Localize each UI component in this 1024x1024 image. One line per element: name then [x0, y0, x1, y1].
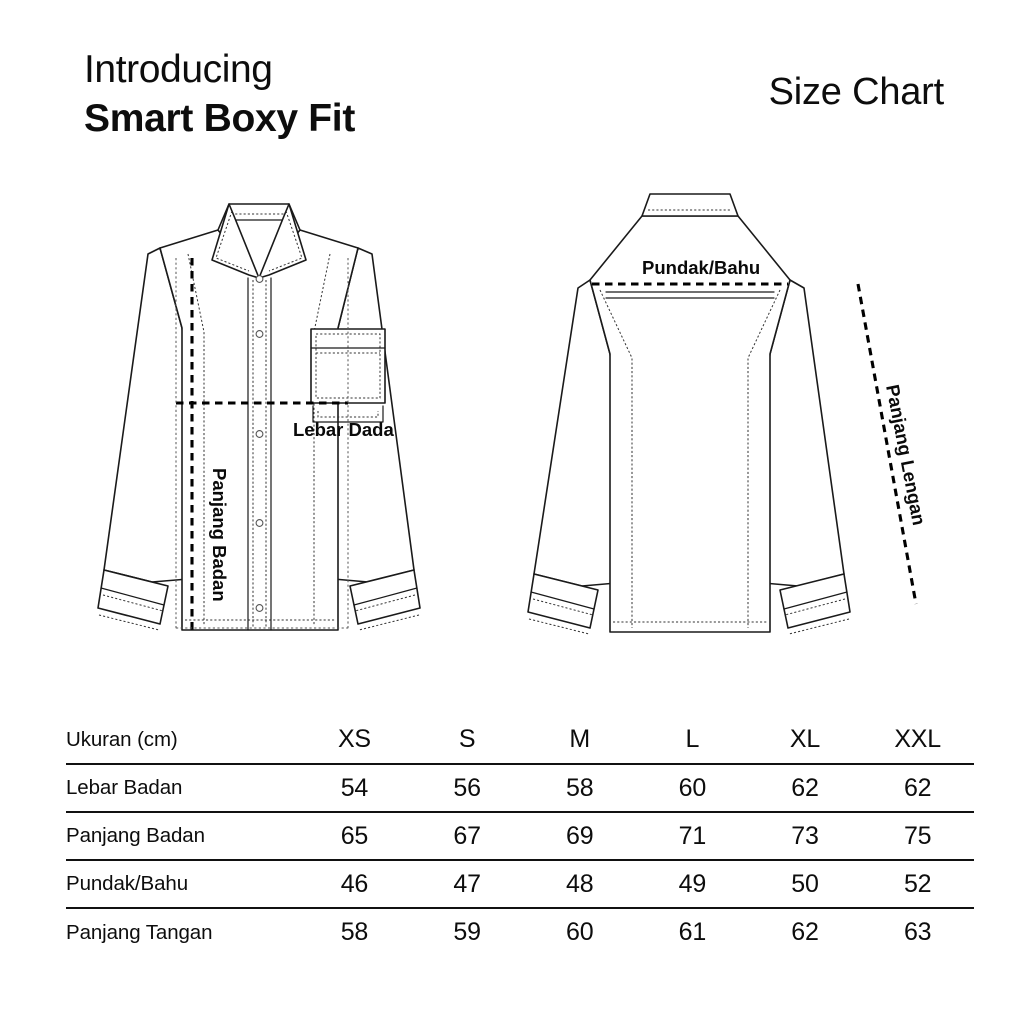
measure-label: Lebar Badan [66, 764, 299, 813]
cell-value: 56 [410, 764, 524, 813]
cell-value: 69 [523, 812, 637, 861]
cell-value: 50 [748, 860, 862, 909]
cell-value: 63 [903, 918, 932, 946]
measure-label: Pundak/Bahu [66, 860, 299, 909]
size-table: Ukuran (cm) XS S M L XL XXL Lebar Badan … [66, 716, 974, 956]
cell-value: 71 [636, 812, 749, 861]
cell-value: 75 [861, 812, 974, 861]
placket-button-4 [255, 604, 264, 612]
front-shirt-technical-drawing: Lebar Dada Panjang Badan [97, 203, 421, 631]
size-chart-heading: Size Chart [768, 71, 945, 113]
label-panjang-badan: Panjang Badan [209, 468, 230, 602]
size-header-s: S [410, 716, 524, 765]
cell-value: 54 [298, 764, 411, 813]
measure-label: Panjang Badan [66, 812, 299, 861]
size-table-container: Ukuran (cm) XS S M L XL XXL Lebar Badan … [66, 716, 974, 956]
table-row: Pundak/Bahu 46 47 48 49 50 52 [66, 860, 974, 909]
product-name-heading: Smart Boxy Fit [84, 97, 356, 140]
measure-label: Panjang Tangan [66, 920, 213, 944]
placket-button-1 [255, 330, 264, 338]
back-shirt-technical-drawing: Pundak/Bahu Panjang Lengan [527, 193, 930, 635]
cell-value: 52 [861, 860, 974, 909]
back-collar-band [641, 193, 739, 217]
table-header-row: Ukuran (cm) XS S M L XL XXL [66, 716, 974, 765]
cell-value: 65 [298, 812, 411, 861]
placket-button-3 [255, 519, 264, 527]
size-header-l: L [636, 716, 749, 765]
table-row: Panjang Badan 65 67 69 71 73 75 [66, 812, 974, 861]
size-header-xxl: XXL [861, 716, 974, 765]
cell-value: 58 [523, 764, 637, 813]
cell-value: 62 [861, 764, 974, 813]
placket-button-2 [255, 430, 264, 438]
cell-value: 47 [410, 860, 524, 909]
label-lebar-dada: Lebar Dada [293, 419, 394, 440]
cell-value: 61 [678, 918, 707, 946]
size-header-m: M [523, 716, 637, 765]
label-pundak-bahu: Pundak/Bahu [642, 257, 760, 278]
cell-value: 67 [410, 812, 524, 861]
cell-value: 59 [453, 918, 481, 946]
collar-button [255, 275, 264, 283]
table-row: Lebar Badan 54 56 58 60 62 62 [66, 764, 974, 813]
size-header-xs: XS [298, 716, 411, 765]
cell-value: 60 [566, 918, 594, 946]
cell-value: 62 [791, 918, 819, 946]
intro-heading: Introducing [84, 48, 273, 91]
unit-label: Ukuran (cm) [66, 716, 299, 765]
sleeve-length-measure-line [856, 283, 918, 605]
garment-illustrations: Lebar Dada Panjang Badan [0, 178, 1024, 678]
table-row: Panjang Tangan 58 59 60 61 62 63 [66, 908, 974, 956]
cell-value: 60 [636, 764, 749, 813]
cell-value: 48 [523, 860, 637, 909]
cell-value: 49 [636, 860, 749, 909]
cell-value: 73 [748, 812, 862, 861]
cell-value: 46 [298, 860, 411, 909]
size-header-xl: XL [748, 716, 862, 765]
cell-value: 62 [748, 764, 862, 813]
cell-value: 58 [340, 918, 369, 946]
